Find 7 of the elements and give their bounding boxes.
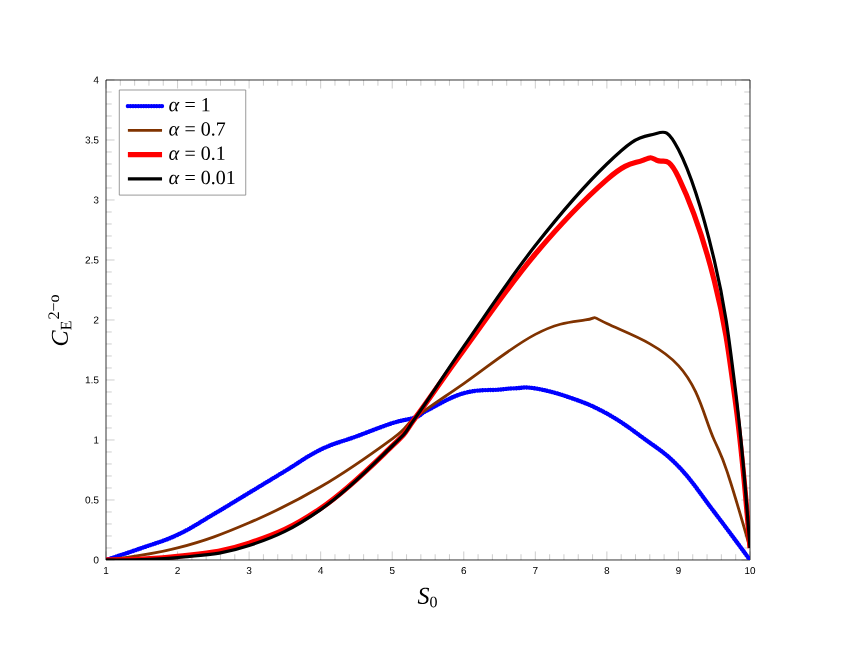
legend-label: α = 0.7 bbox=[169, 122, 226, 136]
x-axis-title: S$_{0}$ bbox=[417, 587, 437, 608]
y-axis-title: C$_{E}$2−o bbox=[48, 295, 72, 346]
line-series bbox=[106, 385, 750, 560]
legend-label: α = 0.01 bbox=[169, 170, 235, 185]
legend-label: α = 1 bbox=[169, 97, 210, 112]
legend-label: α = 0.1 bbox=[169, 146, 225, 161]
